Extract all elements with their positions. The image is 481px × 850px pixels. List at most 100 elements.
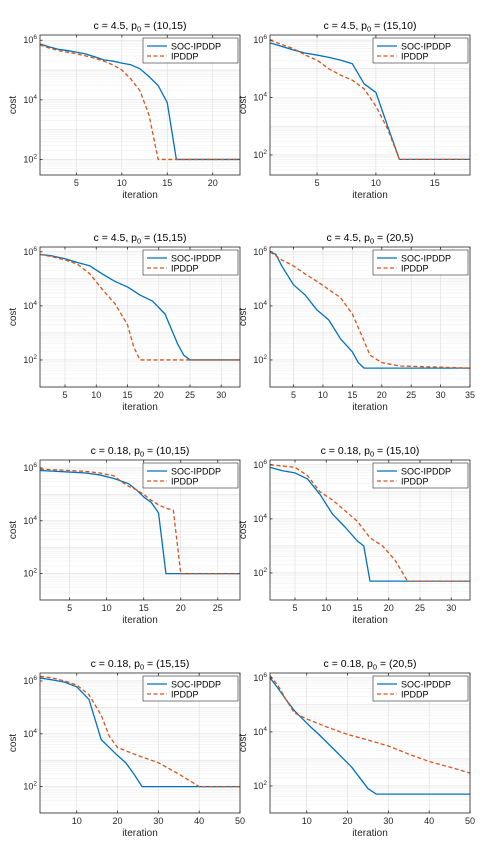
chart-panel-5: 5 10 15 20 25 102 104 106 c = 0.18, p0 = (10,15)… <box>8 445 241 626</box>
minor-grid <box>40 468 240 593</box>
y-tick-label: 106 <box>253 459 267 470</box>
x-tick-label: 40 <box>194 816 204 826</box>
y-axis-label: cost <box>8 521 19 540</box>
y-tick-label: 102 <box>253 149 267 160</box>
series-line-soc-ipddp <box>39 253 240 361</box>
y-tick-label: 106 <box>253 246 267 257</box>
x-tick-label: 20 <box>343 816 353 826</box>
legend-entry: SOC-IPDDP <box>401 466 451 476</box>
legend-entry: IPDDP <box>171 476 199 486</box>
chart-title: c = 4.5, p0 = (20,5) <box>326 232 413 246</box>
axes-box <box>39 672 241 814</box>
series-line-ipddp <box>269 251 471 369</box>
x-axis-label: iteration <box>352 402 388 413</box>
x-tick-label: 20 <box>377 390 387 400</box>
x-tick-label: 25 <box>406 390 416 400</box>
axes-box <box>269 246 471 388</box>
x-tick-label: 10 <box>117 178 127 188</box>
chart-title: c = 0.18, p0 = (15,10) <box>321 445 420 459</box>
x-tick-label: 30 <box>383 816 393 826</box>
chart-panel-6: 5 10 15 20 25 30 102 104 106 c = 0.18, p0 = (15,1… <box>238 445 471 626</box>
axes-box <box>39 459 241 601</box>
axes-box <box>269 672 471 814</box>
x-axis-label: iteration <box>122 828 158 839</box>
x-axis-label: iteration <box>352 828 388 839</box>
x-axis-label: iteration <box>352 190 388 201</box>
legend-entry: SOC-IPDDP <box>401 253 451 263</box>
x-tick-label: 10 <box>371 178 381 188</box>
x-tick-label: 20 <box>384 603 394 613</box>
y-tick-label: 104 <box>253 513 267 524</box>
x-tick-label: 50 <box>235 816 245 826</box>
x-tick-label: 25 <box>185 390 195 400</box>
legend-entry: SOC-IPDDP <box>401 41 451 51</box>
legend-entry: IPDDP <box>171 263 199 273</box>
chart-title: c = 0.18, p0 = (10,15) <box>91 445 190 459</box>
series-line-soc-ipddp <box>269 251 470 369</box>
x-tick-label: 30 <box>216 390 226 400</box>
chart-panel-4: 5 10 15 20 25 30 35 102 104 106 c = 4.5, p0 = (20,… <box>238 232 475 413</box>
x-tick-label: 25 <box>213 603 223 613</box>
y-tick-label: 104 <box>23 300 37 311</box>
legend-entry: IPDDP <box>171 689 199 699</box>
x-tick-label: 25 <box>415 603 425 613</box>
x-tick-label: 15 <box>139 603 149 613</box>
axes-box <box>39 246 241 388</box>
x-axis-label: iteration <box>352 615 388 626</box>
x-tick-label: 10 <box>302 816 312 826</box>
legend-entry: SOC-IPDDP <box>171 253 221 263</box>
x-tick-label: 30 <box>446 603 456 613</box>
x-tick-label: 10 <box>318 390 328 400</box>
legend-entry: SOC-IPDDP <box>171 41 221 51</box>
axes-box <box>269 459 471 601</box>
y-tick-label: 106 <box>23 246 37 257</box>
y-tick-label: 104 <box>253 91 267 102</box>
series-line-ipddp <box>269 464 470 582</box>
chart-title: c = 0.18, p0 = (20,5) <box>324 658 417 672</box>
legend-entry: IPDDP <box>401 263 429 273</box>
y-axis-label: cost <box>8 96 19 115</box>
x-tick-label: 5 <box>62 390 67 400</box>
y-tick-label: 106 <box>23 462 37 473</box>
x-tick-label: 15 <box>352 603 362 613</box>
x-tick-label: 5 <box>74 178 79 188</box>
y-tick-label: 102 <box>23 153 37 164</box>
y-tick-label: 102 <box>23 354 37 365</box>
y-tick-label: 104 <box>253 726 267 737</box>
y-tick-label: 104 <box>23 728 37 739</box>
y-tick-label: 106 <box>23 675 37 686</box>
x-tick-label: 35 <box>465 390 475 400</box>
y-tick-label: 106 <box>253 672 267 683</box>
x-tick-label: 20 <box>113 816 123 826</box>
y-tick-label: 102 <box>253 780 267 791</box>
series-line-ipddp <box>39 675 240 788</box>
y-axis-label: cost <box>8 734 19 753</box>
x-tick-label: 5 <box>315 178 320 188</box>
x-tick-label: 20 <box>176 603 186 613</box>
legend-entry: SOC-IPDDP <box>401 679 451 689</box>
legend-entry: IPDDP <box>401 51 429 61</box>
axes-box <box>39 34 241 176</box>
x-axis-label: iteration <box>122 190 158 201</box>
x-tick-label: 30 <box>153 816 163 826</box>
chart-panel-3: 5 10 15 20 25 30 102 104 106 c = 4.5, p0 = (15,15… <box>8 232 241 413</box>
series-line-ipddp <box>269 675 471 774</box>
x-tick-label: 40 <box>424 816 434 826</box>
legend-entry: SOC-IPDDP <box>171 466 221 476</box>
chart-title: c = 0.18, p0 = (15,15) <box>91 658 190 672</box>
x-tick-label: 10 <box>72 816 82 826</box>
y-axis-label: cost <box>238 521 249 540</box>
chart-panel-8: 10 20 30 40 50 102 104 106 c = 0.18, p0 = (20,5)… <box>238 658 475 839</box>
chart-title: c = 4.5, p0 = (15,10) <box>324 20 417 34</box>
y-axis-label: cost <box>238 734 249 753</box>
axes-box <box>269 34 471 176</box>
y-axis-label: cost <box>8 308 19 327</box>
x-tick-label: 50 <box>465 816 475 826</box>
x-axis-label: iteration <box>122 615 158 626</box>
x-tick-label: 10 <box>91 390 101 400</box>
series-line-soc-ipddp <box>269 466 470 582</box>
y-tick-label: 104 <box>23 94 37 105</box>
